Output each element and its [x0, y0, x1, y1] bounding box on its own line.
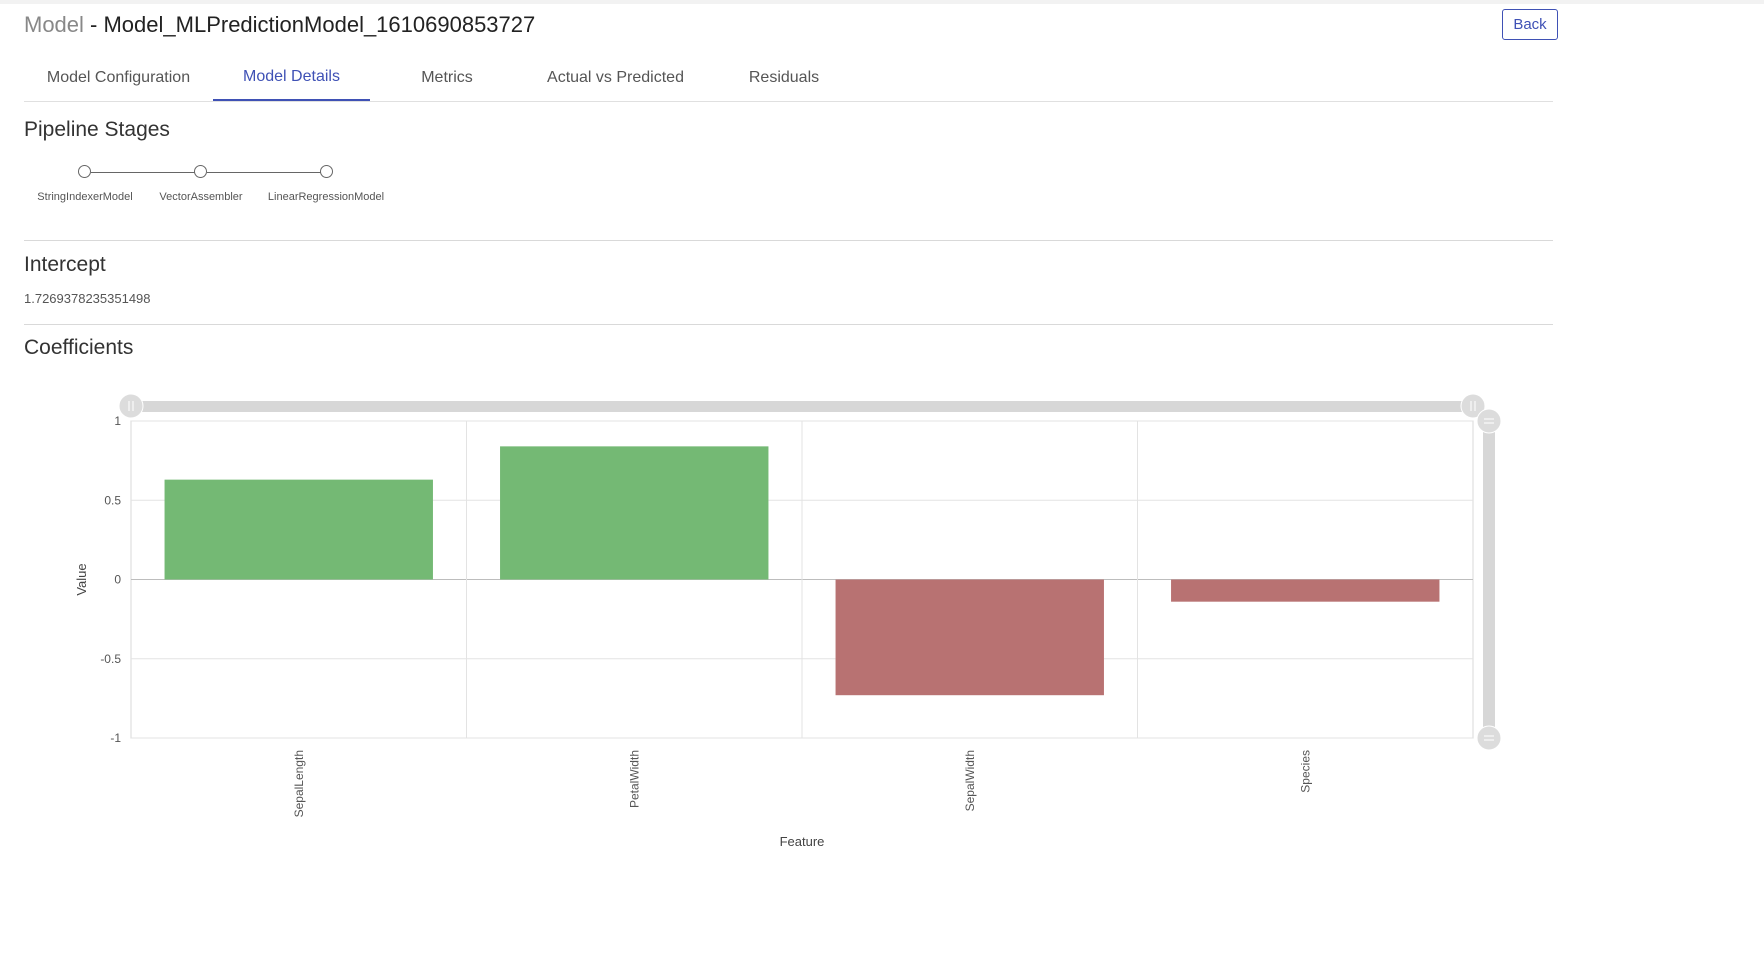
section-divider	[24, 240, 1553, 241]
slider-handle-bottom-icon[interactable]	[1476, 725, 1502, 751]
stage-connector	[207, 172, 326, 173]
page-title: Model - Model_MLPredictionModel_16106908…	[24, 12, 535, 38]
y-tick-label: 0	[114, 573, 121, 587]
breadcrumb-model[interactable]: Model	[24, 12, 84, 37]
slider-handle-right-icon[interactable]	[1460, 393, 1486, 419]
model-name: Model_MLPredictionModel_1610690853727	[103, 12, 536, 37]
pipeline-stages-title: Pipeline Stages	[24, 118, 170, 141]
horizontal-zoom-slider-track[interactable]	[131, 401, 1473, 412]
top-border	[0, 0, 1764, 4]
stage-connector	[91, 172, 201, 173]
bar-sepallength[interactable]	[164, 479, 433, 580]
y-tick-label: -1	[110, 731, 121, 745]
tab-metrics[interactable]: Metrics	[421, 68, 473, 86]
pipeline-stepper: StringIndexerModel VectorAssembler Linea…	[24, 160, 444, 220]
y-tick-label: 1	[114, 414, 121, 428]
x-tick-label: Species	[1298, 750, 1312, 793]
y-tick-label: 0.5	[104, 493, 121, 507]
slider-handle-top-icon[interactable]	[1476, 408, 1502, 434]
title-separator: -	[83, 12, 104, 37]
x-tick-label: SepalWidth	[963, 750, 977, 811]
stage-step-icon[interactable]	[194, 165, 207, 178]
x-axis-title: Feature	[780, 834, 825, 849]
x-tick-label: PetalWidth	[627, 750, 641, 808]
stage-step-icon[interactable]	[78, 165, 91, 178]
vertical-zoom-slider-track[interactable]	[1483, 421, 1495, 738]
tab-bar: Model Configuration Model Details Metric…	[24, 55, 1553, 102]
y-axis-title: Value	[74, 563, 89, 595]
y-tick-label: -0.5	[100, 652, 121, 666]
coefficients-chart: 1 0.5 0 -0.5 -1 SepalLength PetalWidth SepalWid…	[74, 393, 1502, 849]
section-divider	[24, 324, 1553, 325]
stage-step-icon[interactable]	[320, 165, 333, 178]
bar-species[interactable]	[1171, 579, 1440, 602]
x-tick-label: SepalLength	[292, 750, 306, 817]
bar-sepalwidth[interactable]	[835, 579, 1104, 696]
tab-model-configuration[interactable]: Model Configuration	[46, 68, 191, 86]
intercept-value: 1.7269378235351498	[24, 291, 151, 306]
stage-label: StringIndexerModel	[37, 191, 133, 203]
tab-model-details[interactable]: Model Details	[213, 55, 370, 101]
coefficients-title: Coefficients	[24, 336, 134, 359]
tab-actual-vs-predicted[interactable]: Actual vs Predicted	[547, 68, 684, 86]
intercept-title: Intercept	[24, 253, 106, 276]
stage-label: VectorAssembler	[159, 191, 243, 203]
stage-label: LinearRegressionModel	[267, 191, 385, 203]
tab-residuals[interactable]: Residuals	[748, 68, 820, 86]
back-button[interactable]: Back	[1502, 9, 1558, 40]
slider-handle-left-icon[interactable]	[118, 393, 144, 419]
bar-petalwidth[interactable]	[500, 446, 769, 580]
